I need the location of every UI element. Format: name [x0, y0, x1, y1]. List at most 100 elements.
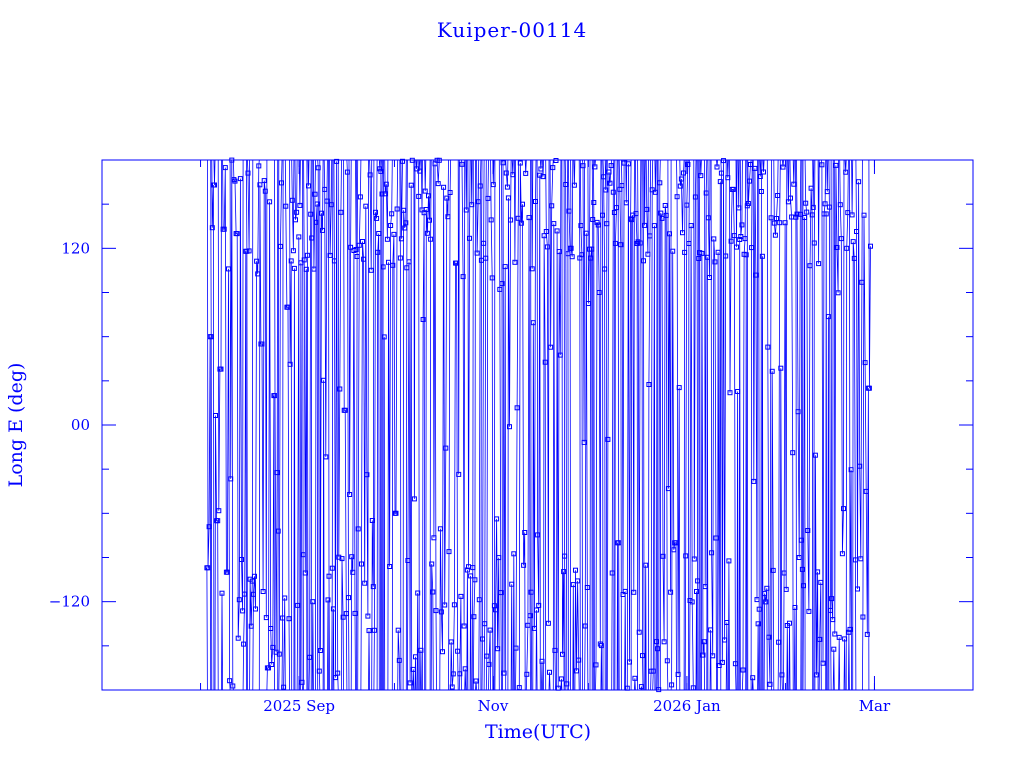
data-point — [477, 183, 483, 189]
data-point — [398, 236, 404, 242]
data-point — [818, 579, 824, 585]
data-point — [734, 244, 739, 250]
data-point — [777, 220, 783, 226]
data-point — [290, 248, 296, 254]
data-point — [619, 183, 625, 189]
data-point — [566, 208, 572, 214]
series-path — [206, 160, 871, 690]
data-point — [751, 478, 757, 484]
data-point — [594, 219, 600, 225]
data-point — [279, 180, 284, 186]
data-point — [362, 580, 368, 586]
data-point — [218, 366, 224, 372]
data-point — [658, 210, 664, 216]
data-point — [560, 651, 565, 657]
data-point — [323, 454, 329, 460]
x-tick-label: Mar — [859, 697, 891, 715]
data-point — [518, 220, 524, 226]
data-point — [855, 586, 860, 592]
data-point — [761, 169, 766, 175]
data-point — [768, 215, 774, 221]
data-point — [378, 168, 384, 174]
data-point — [336, 554, 342, 560]
data-point — [783, 586, 789, 592]
data-point — [234, 231, 240, 237]
data-point — [576, 657, 582, 663]
data-point — [737, 237, 743, 242]
data-point — [307, 654, 313, 660]
data-point — [511, 551, 517, 557]
data-point — [612, 240, 618, 246]
data-point — [609, 570, 615, 576]
data-point — [250, 591, 256, 597]
data-point — [352, 610, 358, 616]
data-point — [669, 682, 675, 688]
data-point — [747, 178, 752, 184]
data-point — [309, 235, 315, 241]
data-point — [474, 250, 480, 256]
data-point — [731, 233, 737, 239]
data-point — [379, 191, 385, 197]
data-point — [226, 266, 231, 272]
data-point — [293, 217, 298, 223]
data-point — [691, 556, 697, 562]
data-point — [262, 188, 268, 194]
data-point — [631, 589, 637, 595]
data-point — [807, 263, 813, 269]
data-point — [812, 452, 818, 458]
data-point — [536, 602, 542, 608]
data-point — [788, 195, 793, 201]
data-point — [320, 227, 325, 233]
data-point — [830, 617, 836, 623]
data-point — [384, 236, 390, 242]
data-point — [499, 281, 505, 287]
data-point — [753, 272, 759, 278]
data-point — [391, 231, 397, 237]
data-point — [269, 662, 275, 667]
data-point — [637, 240, 643, 246]
data-point — [573, 567, 578, 573]
data-point — [809, 212, 815, 218]
data-point — [235, 635, 241, 641]
data-point — [851, 255, 857, 261]
data-point — [561, 569, 567, 575]
data-point — [240, 608, 246, 614]
data-point — [618, 242, 624, 248]
data-point — [725, 175, 731, 181]
data-point — [390, 262, 396, 268]
data-point — [570, 582, 576, 588]
x-tick-label: 2025 Sep — [263, 697, 335, 715]
data-point — [400, 158, 405, 164]
data-point — [750, 675, 756, 681]
data-point — [866, 385, 872, 391]
data-point — [569, 254, 575, 260]
data-point — [804, 209, 810, 215]
data-point — [224, 569, 230, 575]
data-point — [844, 245, 850, 251]
data-point — [673, 540, 679, 546]
data-point — [330, 606, 336, 612]
data-point — [825, 314, 831, 320]
data-point — [444, 195, 450, 201]
data-point — [255, 271, 261, 277]
y-tick-label: 120 — [61, 239, 90, 257]
data-point — [340, 614, 346, 620]
data-point — [428, 236, 434, 242]
data-point — [456, 471, 462, 477]
data-point — [740, 667, 746, 673]
data-point — [260, 589, 266, 594]
data-point — [526, 215, 532, 221]
data-point — [643, 562, 649, 568]
data-point — [556, 249, 562, 255]
data-point — [829, 596, 835, 602]
data-point — [846, 629, 852, 635]
data-point — [406, 259, 412, 265]
data-point — [446, 549, 452, 555]
data-point — [863, 488, 869, 494]
data-point — [674, 194, 680, 200]
data-point — [295, 602, 301, 608]
data-point — [724, 620, 730, 625]
data-point — [548, 344, 554, 350]
data-point — [363, 203, 369, 209]
data-point — [820, 660, 826, 666]
